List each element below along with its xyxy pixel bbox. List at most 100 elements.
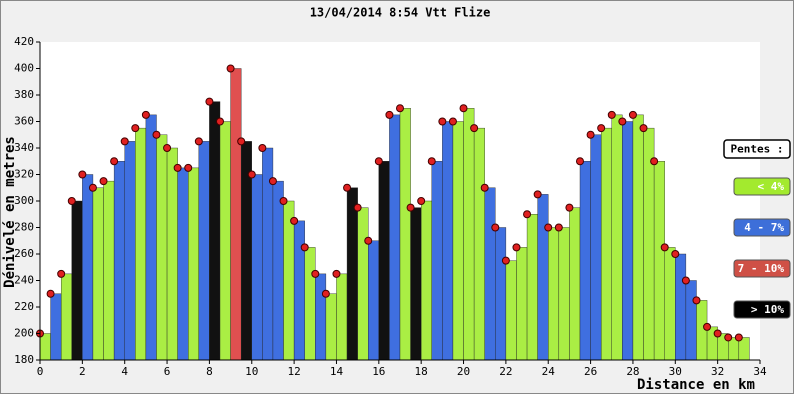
- y-tick-label: 200: [14, 327, 34, 340]
- bar: [272, 180, 284, 361]
- bar: [60, 273, 72, 361]
- y-tick-label: 400: [14, 62, 34, 75]
- legend-title-box: [723, 139, 791, 159]
- bar: [579, 161, 591, 361]
- legend-label: 4 - 7%: [744, 221, 784, 234]
- point-marker: [724, 333, 733, 342]
- bar: [304, 247, 316, 361]
- bar: [431, 161, 443, 361]
- bar: [558, 227, 570, 361]
- chart-title: 13/04/2014 8:54 Vtt Flize: [310, 6, 491, 20]
- bar: [145, 114, 157, 361]
- point-marker: [480, 183, 489, 192]
- x-tick-label: 14: [330, 365, 344, 378]
- point-marker: [163, 144, 172, 152]
- bar: [368, 240, 380, 361]
- point-marker: [321, 289, 330, 298]
- bar: [357, 207, 369, 361]
- bar: [293, 220, 305, 361]
- x-tick-label: 24: [542, 365, 556, 378]
- bar: [336, 273, 348, 361]
- bar: [219, 121, 231, 361]
- bar: [39, 333, 51, 361]
- x-tick-label: 20: [457, 365, 470, 378]
- point-marker: [385, 110, 394, 119]
- point-marker: [88, 183, 97, 192]
- point-marker: [501, 256, 510, 265]
- point-marker: [491, 223, 500, 232]
- point-marker: [681, 276, 690, 285]
- point-marker: [660, 243, 669, 252]
- legend-swatch: [733, 300, 791, 319]
- x-tick-label: 6: [164, 365, 171, 378]
- legend-label: < 4%: [758, 180, 785, 193]
- bar: [611, 114, 623, 361]
- point-marker: [554, 223, 563, 232]
- point-marker: [470, 124, 479, 133]
- point-marker: [131, 124, 140, 133]
- bar: [378, 161, 390, 361]
- point-marker: [46, 289, 55, 298]
- point-marker: [639, 124, 648, 133]
- point-marker: [565, 203, 574, 212]
- bar: [399, 108, 411, 361]
- legend-title: Pentes :: [731, 143, 784, 156]
- point-marker: [544, 223, 553, 232]
- bar: [251, 174, 263, 361]
- point-marker: [194, 137, 203, 146]
- bar: [590, 134, 602, 361]
- point-marker: [406, 203, 415, 212]
- point-marker: [67, 197, 76, 205]
- bar: [113, 161, 125, 361]
- legend-label: 7 - 10%: [738, 262, 785, 275]
- bar: [177, 167, 189, 361]
- y-tick-label: 280: [14, 221, 34, 234]
- point-marker: [279, 197, 288, 205]
- legend-swatch: [733, 259, 791, 278]
- legend-swatch: [733, 218, 791, 237]
- bar: [463, 108, 475, 361]
- point-marker: [184, 163, 193, 172]
- bar: [442, 121, 454, 361]
- bar: [188, 167, 200, 361]
- point-marker: [374, 157, 383, 166]
- x-tick-label: 10: [245, 365, 258, 378]
- point-marker: [586, 130, 595, 139]
- x-tick-label: 22: [499, 365, 512, 378]
- y-tick-label: 360: [14, 115, 34, 128]
- bar: [622, 121, 634, 361]
- y-axis-label: Dénivelé en metres: [2, 136, 18, 288]
- bar: [50, 293, 62, 361]
- x-tick-label: 0: [37, 365, 44, 378]
- point-marker: [512, 243, 521, 252]
- point-marker: [205, 97, 214, 106]
- point-marker: [533, 190, 542, 199]
- y-tick-label: 340: [14, 141, 34, 154]
- x-tick-label: 18: [415, 365, 428, 378]
- point-marker: [237, 137, 246, 146]
- point-marker: [364, 236, 373, 245]
- bar: [82, 174, 94, 361]
- point-marker: [300, 243, 309, 252]
- bar: [198, 141, 210, 361]
- point-marker: [173, 163, 182, 172]
- point-marker: [628, 110, 637, 119]
- bar: [505, 260, 517, 361]
- point-marker: [152, 130, 161, 139]
- y-tick-label: 420: [14, 35, 34, 48]
- point-marker: [607, 110, 616, 119]
- bar: [632, 114, 644, 361]
- point-marker: [576, 157, 584, 166]
- bar: [230, 68, 242, 361]
- y-tick-label: 260: [14, 247, 34, 260]
- bar: [548, 227, 560, 361]
- point-marker: [332, 269, 341, 278]
- bar: [135, 127, 147, 361]
- y-tick-label: 300: [14, 194, 34, 207]
- legend-label: > 10%: [751, 303, 784, 316]
- x-tick-label: 16: [372, 365, 385, 378]
- bar: [410, 207, 422, 361]
- point-marker: [141, 110, 150, 119]
- bar: [156, 134, 168, 361]
